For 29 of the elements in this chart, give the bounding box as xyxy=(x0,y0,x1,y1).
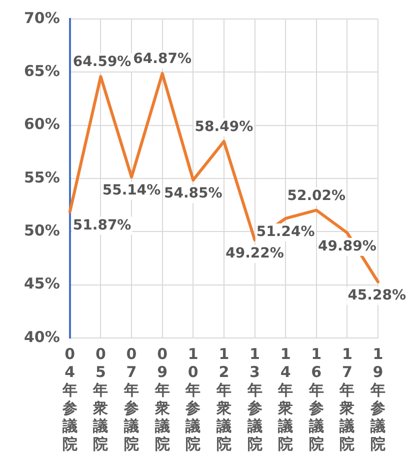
text: 49.89% xyxy=(318,238,376,254)
text: 55.14% xyxy=(102,182,161,199)
y-tick-label: 55% xyxy=(24,168,60,186)
text: 51.24% xyxy=(256,224,315,240)
y-tick-label: 40% xyxy=(24,328,60,346)
text: 64.59% xyxy=(72,54,132,70)
y-tick-label: 70% xyxy=(24,8,60,27)
y-tick-label: 50% xyxy=(24,222,60,240)
text: 58.49% xyxy=(194,119,254,136)
text: 49.22% xyxy=(226,246,284,262)
y-tick-label: 60% xyxy=(24,115,60,134)
x-tick-label: 13年参議院 xyxy=(246,344,262,453)
x-tick-label: 14年衆議院 xyxy=(277,344,294,453)
x-tick-label: 07年参議院 xyxy=(123,344,140,453)
text: 54.85% xyxy=(164,186,222,202)
x-tick-label: 16年参議院 xyxy=(308,344,324,453)
y-tick-label: 65% xyxy=(24,62,60,80)
text: 45.28% xyxy=(348,287,406,304)
y-tick-label: 45% xyxy=(24,274,60,293)
x-tick-label: 04年参議院 xyxy=(61,344,78,453)
text: 52.02% xyxy=(287,188,346,204)
text: 51.87% xyxy=(72,217,132,234)
x-tick-label: 19年参議院 xyxy=(370,344,386,453)
x-tick-label: 17年衆議院 xyxy=(338,344,355,453)
text: 64.87% xyxy=(133,51,192,68)
x-tick-label: 09年衆議院 xyxy=(154,344,170,453)
x-tick-label: 05年衆議院 xyxy=(92,344,108,453)
x-tick-label: 12年衆議院 xyxy=(215,344,232,453)
x-tick-label: 10年参議院 xyxy=(184,344,201,453)
